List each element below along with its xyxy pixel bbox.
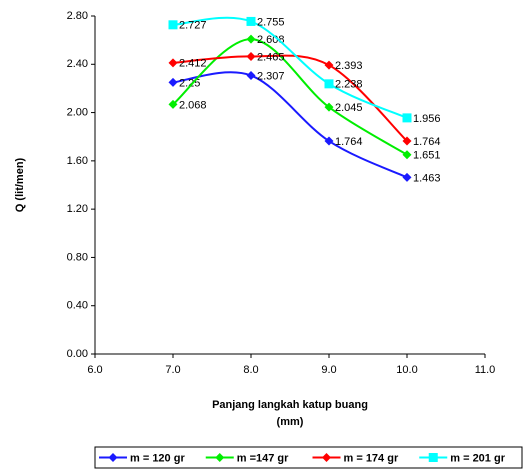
data-point: [324, 79, 334, 89]
y-tick-label: 1.20: [67, 203, 88, 215]
x-axis-label: (mm): [277, 416, 304, 428]
x-tick-label: 11.0: [475, 364, 496, 376]
legend-marker: [428, 453, 438, 462]
data-label: 2.238: [335, 79, 363, 91]
data-point: [324, 102, 334, 112]
data-point: [168, 77, 178, 87]
data-label: 2.393: [335, 60, 363, 72]
data-label: 2.465: [257, 51, 285, 63]
legend-marker: [108, 453, 118, 462]
data-point: [246, 71, 256, 81]
legend-label: m =147 gr: [237, 452, 289, 464]
data-point: [246, 34, 256, 44]
data-label: 2.068: [179, 99, 207, 111]
x-tick-label: 10.0: [396, 364, 417, 376]
data-label: 1.463: [413, 172, 441, 184]
y-tick-label: 0.40: [67, 300, 88, 312]
series-line: [172, 71, 408, 179]
data-point: [402, 136, 412, 146]
y-tick-label: 0.00: [67, 348, 88, 360]
data-label: 2.755: [257, 16, 285, 28]
data-label: 1.764: [413, 136, 441, 148]
data-point: [168, 58, 178, 68]
legend-label: m = 201 gr: [450, 452, 505, 464]
data-point: [402, 172, 412, 182]
y-tick-label: 2.40: [67, 58, 88, 70]
x-tick-label: 9.0: [321, 364, 336, 376]
y-tick-label: 2.80: [67, 10, 88, 22]
data-point: [324, 136, 334, 146]
x-tick-label: 6.0: [87, 364, 102, 376]
data-label: 2.045: [335, 102, 363, 114]
legend-box: [94, 446, 523, 469]
y-tick-label: 1.60: [67, 155, 88, 167]
series-line: [172, 38, 408, 156]
data-point: [168, 99, 178, 109]
legend-marker: [215, 453, 225, 462]
x-axis-label: Panjang langkah katup buang: [212, 399, 368, 411]
data-label: 1.956: [413, 113, 441, 125]
data-point: [168, 20, 178, 30]
y-tick-label: 2.00: [67, 106, 88, 118]
data-point: [324, 60, 334, 70]
y-tick-label: 0.80: [67, 251, 88, 263]
x-tick-label: 8.0: [243, 364, 258, 376]
data-label: 1.651: [413, 150, 441, 162]
data-point: [246, 51, 256, 61]
data-label: 2.412: [179, 58, 207, 70]
series-line: [172, 16, 408, 119]
x-tick-label: 7.0: [165, 364, 180, 376]
legend-marker: [322, 453, 331, 462]
data-label: 2.307: [257, 70, 285, 82]
data-label: 2.608: [257, 34, 285, 46]
series-line: [172, 54, 408, 142]
data-point: [246, 16, 256, 26]
y-axis-label: Q (lit/men): [14, 157, 26, 212]
legend-label: m = 120 gr: [130, 452, 185, 464]
data-point: [402, 150, 412, 160]
data-point: [402, 113, 412, 123]
data-label: 1.764: [335, 136, 363, 148]
legend-label: m = 174 gr: [344, 452, 399, 464]
data-label: 2.727: [179, 20, 207, 32]
